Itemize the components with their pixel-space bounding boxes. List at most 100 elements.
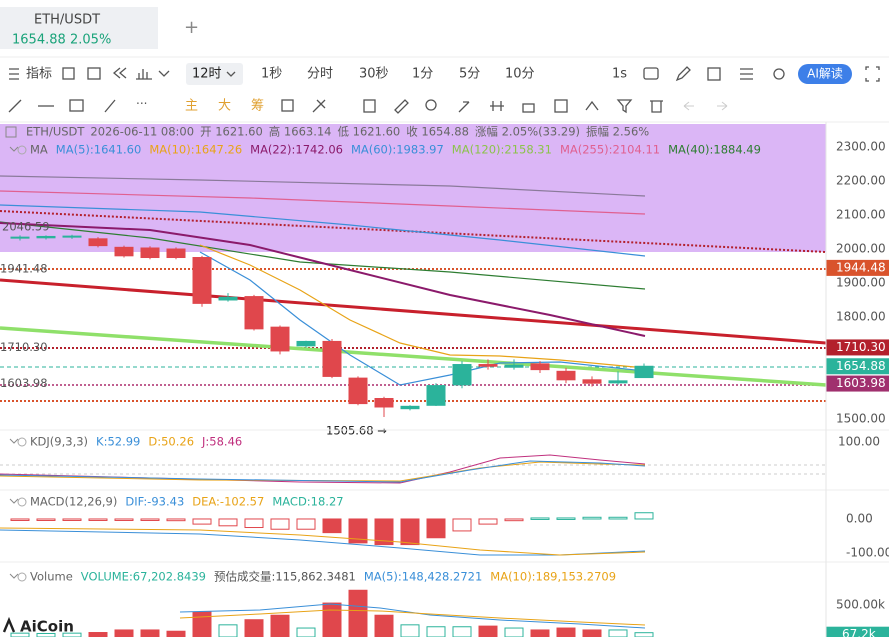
mode-button[interactable]: 主 [185,99,198,114]
indicator-title[interactable]: Volume [30,570,73,584]
icon[interactable] [643,67,659,80]
y-tick-label: 1900.00 [836,275,886,289]
y-tick-label: 0.00 [846,511,873,525]
macd-bar [322,518,342,534]
icon[interactable]: ··· [136,97,147,111]
icon[interactable] [675,66,691,82]
volume-bar [426,626,446,637]
legend-item: 预估成交量:115,862.3481 [214,570,356,584]
volume-bar [140,629,160,637]
icon[interactable] [773,68,785,80]
period-button[interactable]: 1分 [412,67,433,82]
macd-bar [504,518,524,522]
price-tag [826,259,889,276]
macd-bar [478,518,498,525]
indicator-title[interactable]: MACD(12,26,9) [30,495,117,509]
ohlc-header: 收 1654.88 [406,125,469,139]
price-tag [826,375,889,392]
tab-change: 2.05% [70,33,111,48]
macd-bar [166,518,186,522]
icon[interactable] [865,66,880,82]
macd-bar [10,518,30,521]
volume-bar [322,602,342,637]
price-tag-label: 1710.30 [836,340,886,354]
icon[interactable] [394,99,409,114]
volume-bar [114,629,134,637]
legend-item: VOLUME:67,202.8439 [81,570,206,584]
period-button[interactable]: 1秒 [261,67,282,82]
icon [226,71,236,77]
alert-icon [17,437,27,447]
icon[interactable] [458,101,470,113]
candle-body [270,326,290,352]
y-tick-label: 2000.00 [836,242,886,256]
mode-button[interactable]: 大 [218,99,231,114]
volume-bar [244,619,264,637]
volume-ma [179,603,646,629]
alert-icon [17,572,27,582]
macd-bar [296,518,316,530]
icon[interactable] [683,101,694,111]
icon[interactable] [522,103,535,113]
price-tag [826,339,889,356]
ohlc-header: 2026-06-11 08:00 [90,125,194,139]
icon[interactable] [717,101,728,111]
price-annotation: 1710.30 [0,340,48,354]
icon[interactable] [158,70,170,77]
icon[interactable] [69,99,84,112]
mode-button[interactable]: 筹 [251,98,264,114]
period-button[interactable]: 30秒 [359,67,389,82]
macd-bar [374,518,394,546]
icon[interactable] [112,67,127,79]
macd-bar [270,518,290,530]
kdj-line [0,454,646,484]
macd-bar [556,517,576,520]
icon[interactable] [707,67,721,81]
icon[interactable] [740,68,753,80]
indicator-button[interactable]: 指标 [26,67,52,82]
interval-button[interactable] [186,63,243,85]
period-button[interactable]: 10分 [505,67,535,82]
indicator-title[interactable]: MA [30,143,48,157]
candle-body [166,248,186,259]
icon[interactable] [87,67,101,80]
icon[interactable] [650,100,663,113]
icon[interactable] [104,99,116,113]
price-annotation: 2046.59 [2,220,50,234]
icon[interactable] [490,101,504,111]
icon[interactable] [363,99,376,113]
price-annotation: 1941.48 [0,261,48,275]
icon[interactable] [281,99,294,112]
alert-icon [17,145,27,155]
indicator-title[interactable]: KDJ(9,3,3) [30,435,88,449]
legend-item: DIF:-93.43 [125,495,184,509]
icon[interactable] [136,69,152,80]
toolbar: 指标 12时 1秒 分时 30秒 1分 5分 10分 1s AI解读 [9,63,880,85]
ma-line [0,175,646,197]
icon[interactable] [554,99,568,113]
live-button[interactable]: 1s [612,67,627,82]
symbol-tab[interactable] [0,7,158,49]
macd-bar [192,518,212,525]
volume-bar [36,632,56,637]
ai-button[interactable] [798,64,852,84]
period-button[interactable]: 分时 [307,67,333,82]
icon[interactable] [616,99,633,114]
legend-item: J:58.46 [201,435,242,449]
macd-bar [400,518,420,546]
icon[interactable] [8,99,22,113]
add-tab[interactable]: + [184,17,199,38]
y-tick-label: 2200.00 [836,174,886,188]
icon[interactable] [62,67,75,80]
candle-body [322,340,342,377]
legend-item: MA(60):1983.97 [351,143,444,157]
logo: AiCoin [2,616,74,636]
legend-item: MA(5):148,428.2721 [364,570,482,584]
volume-bar [218,624,238,637]
period-button[interactable]: 5分 [459,67,480,82]
legend-item: MA(5):1641.60 [56,143,142,157]
icon[interactable] [312,99,326,113]
icon[interactable] [585,100,599,111]
icon[interactable] [425,99,437,111]
